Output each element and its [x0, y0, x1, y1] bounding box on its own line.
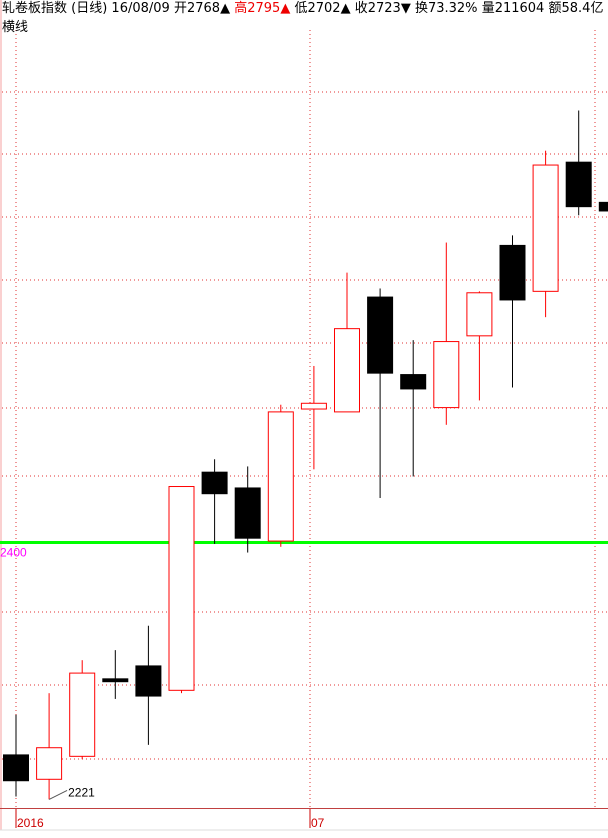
x-tick-label: 07: [311, 816, 325, 830]
candle-body: [433, 341, 460, 409]
volume-label: 量: [481, 1, 495, 16]
open-value: 2768: [186, 1, 221, 16]
candle-body: [3, 754, 29, 782]
candle-body: [201, 471, 228, 495]
high-label: 高: [234, 1, 248, 16]
candle-body: [267, 411, 294, 542]
close-label: 收: [354, 1, 368, 16]
candle-body: [69, 672, 96, 757]
turnover-label: 换: [414, 1, 428, 16]
candle-body: [400, 374, 427, 390]
candle-body: [168, 486, 195, 691]
instrument-name: 轧卷板指数 (日线): [2, 1, 108, 16]
amount-label: 额: [548, 1, 562, 16]
x-tick-label: 2016: [17, 816, 44, 830]
low-annotation: 2221: [68, 785, 95, 799]
candle-body: [499, 244, 526, 301]
hline-label: 2400: [0, 545, 27, 559]
amount-value: 58.4亿: [561, 1, 604, 16]
volume-value: 211604: [494, 1, 545, 16]
quote-header: 轧卷板指数 (日线) 16/08/09 开2768▲ 高2795▲ 低2702▲…: [2, 1, 608, 17]
sub-title: 横线: [2, 20, 29, 35]
high-value: 2795: [247, 1, 281, 16]
candle-body: [36, 747, 63, 780]
annotation-leader: [48, 789, 68, 800]
candle-body: [135, 665, 162, 697]
candle-body: [102, 678, 129, 683]
open-label: 开: [173, 1, 187, 16]
candle-body: [300, 402, 327, 410]
candle-body: [367, 296, 394, 374]
candle-body: [598, 201, 608, 212]
close-value: 2723: [367, 1, 401, 16]
candle-body: [334, 328, 360, 413]
candle-body: [466, 292, 493, 337]
date: 16/08/09: [111, 1, 170, 16]
candle-body: [532, 164, 559, 292]
low-label: 低: [294, 1, 308, 16]
candle-body: [565, 161, 592, 208]
candle-body: [234, 487, 261, 539]
turnover-value: 73.32%: [427, 1, 478, 16]
low-value: 2702: [307, 1, 341, 16]
